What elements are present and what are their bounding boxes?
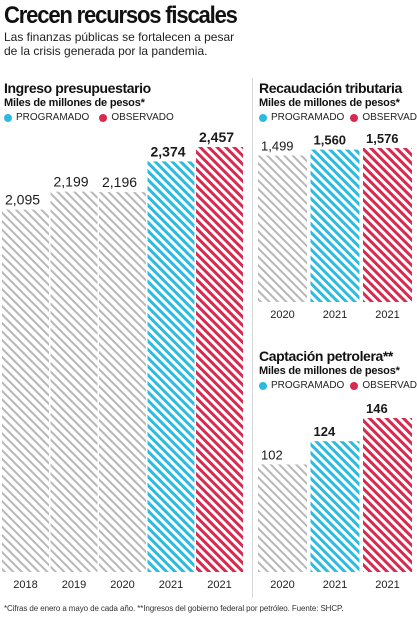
panel-unit-tributaria: Miles de millones de pesos*	[259, 97, 400, 109]
legend-label-programado: PROGRAMADO	[16, 112, 90, 123]
data-label-tributaria-1: 1,560	[314, 133, 347, 148]
legend-item-programado: PROGRAMADO	[4, 112, 89, 123]
data-label-petrolera-2: 146	[366, 401, 388, 416]
tick-label-petrolera-1: 2021	[323, 579, 347, 591]
tick-label-tributaria-2: 2021	[375, 309, 399, 321]
panel-unit-ingreso: Miles de millones de pesos*	[4, 97, 145, 109]
legend-ingreso: PROGRAMADO OBSERVADO	[4, 112, 184, 123]
legend-label-programado: PROGRAMADO	[271, 380, 345, 391]
legend-dot-programado	[4, 113, 12, 122]
bar-petrolera-0	[258, 464, 307, 572]
bar-tributaria-0	[258, 155, 307, 302]
legend-label-observado: OBSERVADO	[362, 112, 417, 123]
tick-label-petrolera-2: 2021	[375, 579, 399, 591]
page-subtitle: Las finanzas públicas se fortalecen a pe…	[4, 30, 235, 58]
legend-dot-observado	[350, 113, 359, 122]
legend-dot-observado	[350, 381, 359, 390]
panel-unit-petrolera: Miles de millones de pesos*	[259, 365, 400, 377]
bar-ingreso-2	[99, 192, 146, 572]
legend-item-observado: OBSERVADO	[99, 112, 174, 123]
legend-tributaria: PROGRAMADO OBSERVADO	[259, 112, 417, 123]
data-label-ingreso-1: 2,199	[54, 174, 89, 190]
legend-label-observado: OBSERVADO	[362, 380, 417, 391]
legend-dot-programado	[259, 113, 267, 122]
bar-ingreso-3	[147, 161, 195, 572]
legend-item-observado: OBSERVADO	[350, 112, 417, 123]
bar-tributaria-2	[363, 148, 412, 302]
page-title: Crecen recursos fiscales	[4, 2, 238, 29]
data-label-ingreso-3: 2,374	[151, 143, 186, 159]
legend-dot-programado	[259, 381, 267, 390]
tick-label-ingreso-4: 2021	[207, 579, 231, 591]
tick-label-ingreso-3: 2021	[159, 579, 183, 591]
bar-ingreso-4	[196, 147, 243, 572]
tick-label-ingreso-1: 2019	[62, 579, 86, 591]
chart-petrolera: 102 2020 124 2021 146 2021	[258, 401, 412, 591]
bar-ingreso-1	[50, 191, 98, 572]
data-label-ingreso-2: 2,196	[102, 174, 137, 190]
tick-label-petrolera-0: 2020	[270, 579, 294, 591]
data-label-petrolera-1: 124	[314, 424, 336, 439]
tick-label-ingreso-2: 2020	[110, 579, 134, 591]
data-label-tributaria-0: 1,499	[261, 139, 294, 154]
panel-title-tributaria: Recaudación tributaria	[259, 80, 402, 96]
footnote: *Cifras de enero a mayo de cada año. **I…	[4, 604, 344, 613]
chart-tributaria: 1,499 2020 1,560 2021 1,576 2021	[258, 131, 412, 321]
legend-label-observado: OBSERVADO	[111, 112, 174, 123]
data-label-ingreso-0: 2,095	[5, 192, 40, 208]
bar-petrolera-1	[310, 441, 360, 572]
data-label-tributaria-2: 1,576	[366, 131, 399, 146]
chart-ingreso: 2,095 2018 2,199 2019 2,196 2020 2,374 2021 2,45…	[2, 129, 243, 591]
bar-tributaria-1	[310, 149, 360, 302]
legend-petrolera: PROGRAMADO OBSERVADO	[259, 380, 417, 391]
data-label-petrolera-0: 102	[261, 447, 283, 462]
tick-label-ingreso-0: 2018	[13, 579, 37, 591]
legend-item-programado: PROGRAMADO	[259, 112, 344, 123]
legend-item-programado: PROGRAMADO	[259, 380, 344, 391]
tick-label-tributaria-0: 2020	[270, 309, 294, 321]
data-label-ingreso-4: 2,457	[199, 129, 234, 145]
bar-ingreso-0	[2, 209, 49, 572]
panel-title-petrolera: Captación petrolera**	[259, 348, 393, 364]
panel-title-ingreso: Ingreso presupuestario	[4, 80, 151, 96]
legend-label-programado: PROGRAMADO	[271, 112, 345, 123]
legend-dot-observado	[99, 113, 108, 122]
legend-item-observado: OBSERVADO	[350, 380, 417, 391]
tick-label-tributaria-1: 2021	[323, 309, 347, 321]
bar-petrolera-2	[363, 418, 412, 572]
